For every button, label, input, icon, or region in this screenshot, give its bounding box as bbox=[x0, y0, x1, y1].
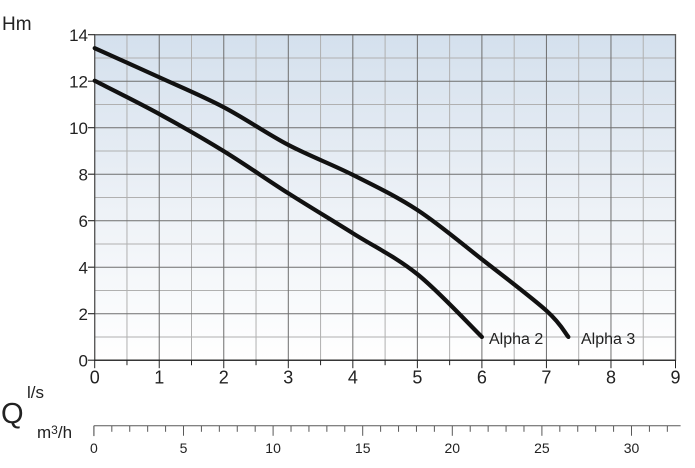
svg-text:5: 5 bbox=[412, 368, 422, 388]
svg-text:Alpha 3: Alpha 3 bbox=[581, 331, 635, 348]
svg-text:12: 12 bbox=[69, 73, 88, 92]
svg-text:30: 30 bbox=[624, 440, 640, 456]
svg-text:0: 0 bbox=[90, 440, 98, 456]
svg-text:0: 0 bbox=[90, 368, 100, 388]
svg-text:10: 10 bbox=[265, 440, 281, 456]
svg-text:l/s: l/s bbox=[27, 383, 44, 402]
svg-text:m3/h: m3/h bbox=[37, 423, 72, 442]
svg-text:6: 6 bbox=[79, 212, 88, 231]
svg-text:4: 4 bbox=[79, 259, 88, 278]
svg-text:25: 25 bbox=[534, 440, 550, 456]
svg-text:Alpha 2: Alpha 2 bbox=[489, 331, 543, 348]
svg-text:5: 5 bbox=[180, 440, 188, 456]
svg-text:7: 7 bbox=[541, 368, 551, 388]
svg-text:4: 4 bbox=[348, 368, 358, 388]
svg-text:Q: Q bbox=[1, 398, 24, 430]
svg-text:3: 3 bbox=[283, 368, 293, 388]
svg-text:6: 6 bbox=[477, 368, 487, 388]
svg-text:10: 10 bbox=[69, 119, 88, 138]
svg-text:2: 2 bbox=[219, 368, 229, 388]
svg-text:14: 14 bbox=[69, 26, 88, 45]
svg-text:20: 20 bbox=[445, 440, 461, 456]
svg-text:8: 8 bbox=[606, 368, 616, 388]
svg-text:Hm: Hm bbox=[2, 14, 32, 35]
svg-text:2: 2 bbox=[79, 305, 88, 324]
svg-text:9: 9 bbox=[670, 368, 680, 388]
svg-text:15: 15 bbox=[355, 440, 371, 456]
svg-text:0: 0 bbox=[79, 352, 88, 371]
svg-text:1: 1 bbox=[154, 368, 164, 388]
svg-text:8: 8 bbox=[79, 166, 88, 185]
